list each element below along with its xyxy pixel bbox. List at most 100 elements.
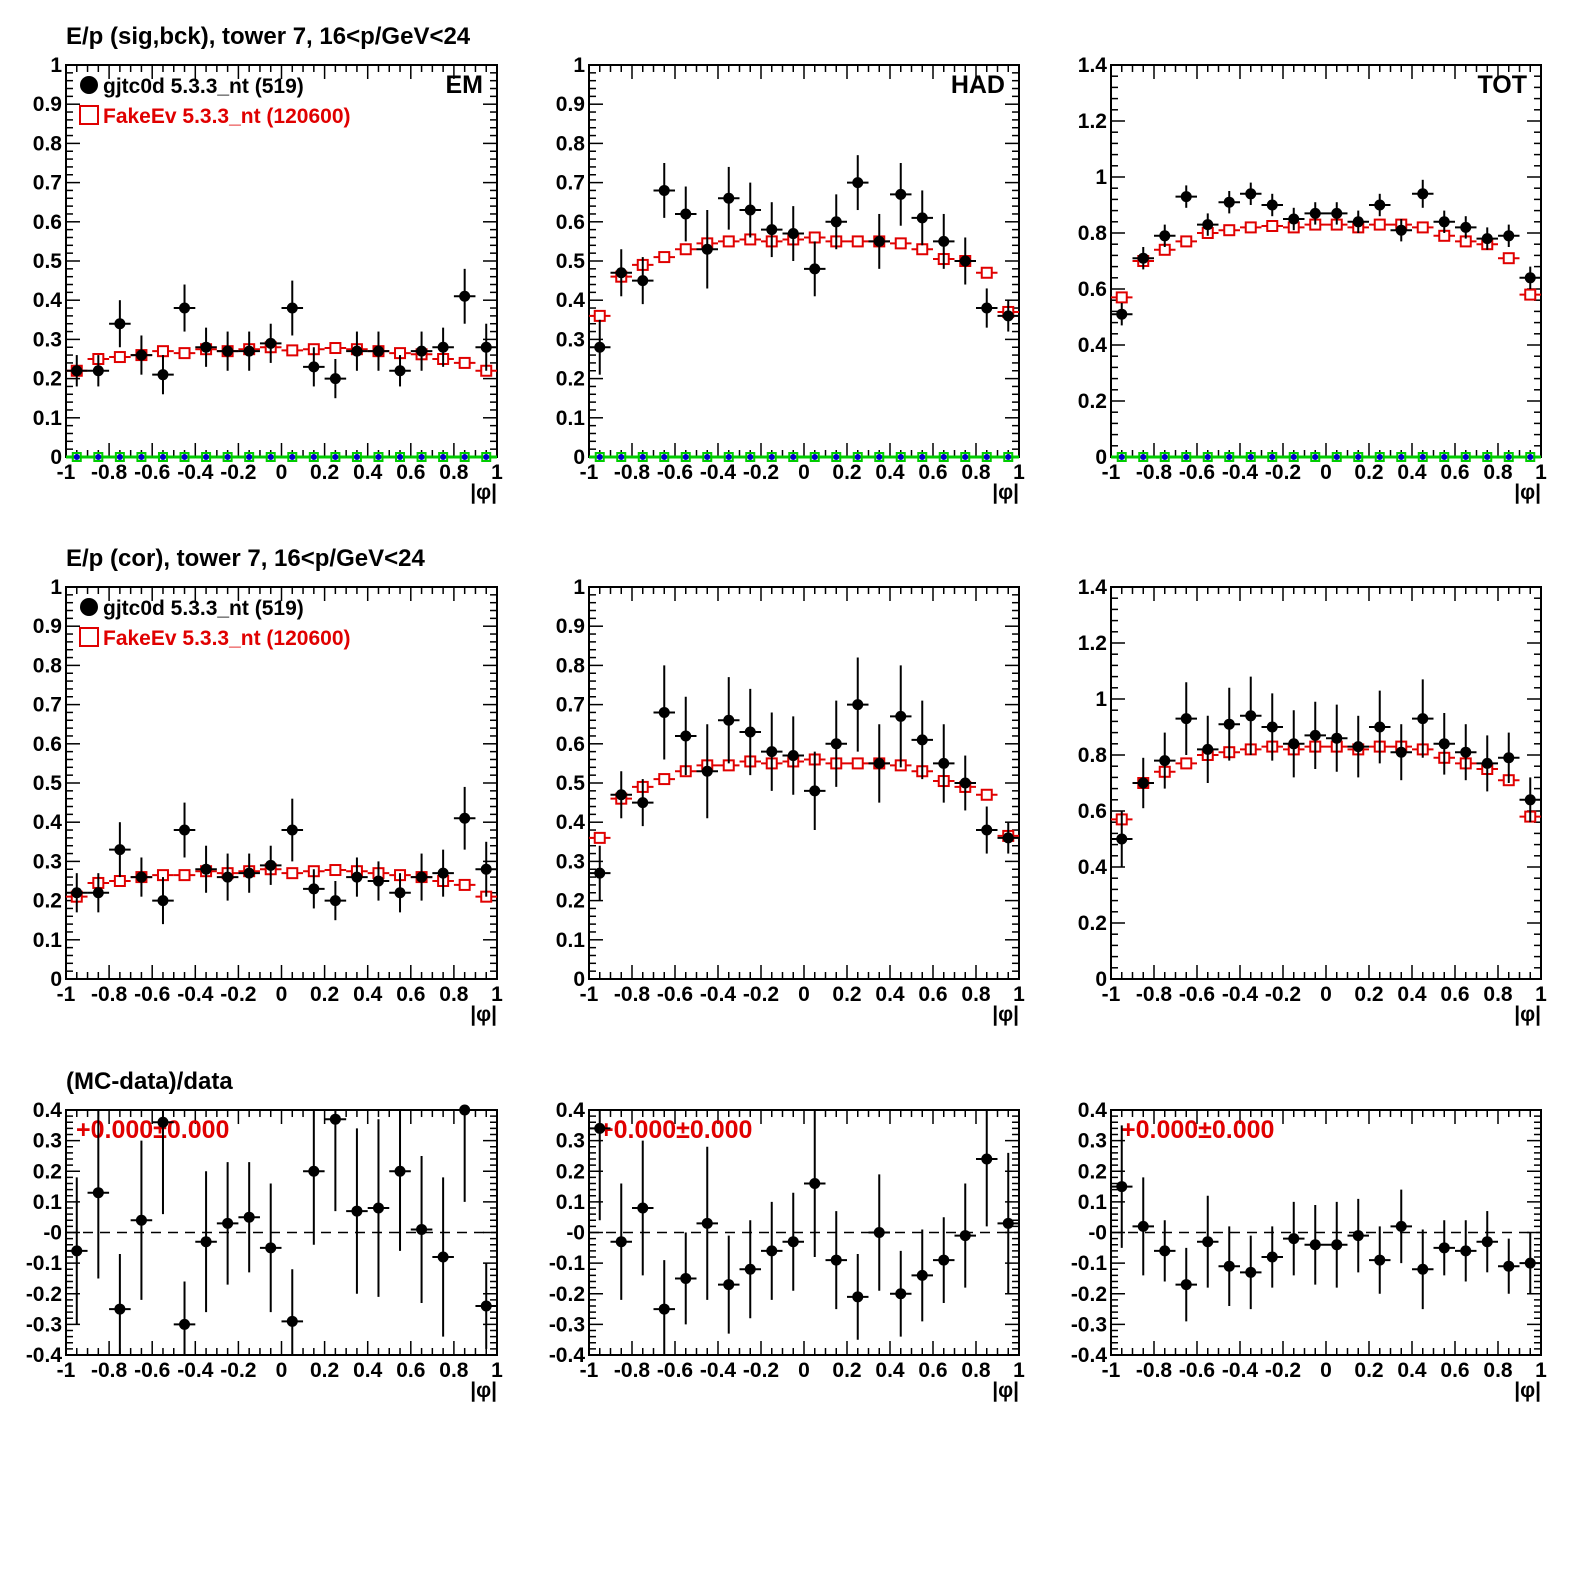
background-point [246,454,253,460]
data-point [852,699,864,711]
y-tick-label: -0.3 [26,1313,62,1336]
y-tick-label: 0.9 [556,93,585,116]
y-tick-label: 0.4 [1078,334,1108,357]
mc-point [1223,224,1236,237]
y-tick-label: 1.2 [1078,632,1107,655]
y-tick-label: -0.1 [549,1252,586,1275]
mc-point [658,773,671,786]
x-tick-label: -0.8 [1136,461,1173,484]
data-point [1374,199,1386,211]
data-point [1137,1220,1149,1232]
y-tick-label: 0.5 [556,250,586,273]
background-mark [1396,452,1407,462]
x-tick-label: 0 [276,1359,288,1382]
data-point [1116,308,1128,320]
data-point [243,345,255,357]
data-point [200,863,212,875]
y-tick-label: 1 [573,576,585,599]
data-point [830,738,842,750]
background-mark [1003,452,1014,462]
background-mark [981,452,992,462]
data-point [809,785,821,797]
background-point [1183,454,1190,460]
x-tick-label: 0.6 [918,1359,947,1382]
data-point [916,212,928,224]
background-point [116,454,123,460]
background-point [1441,454,1448,460]
data-point [787,228,799,240]
y-tick-label: 0.2 [1078,390,1107,413]
data-point [329,1113,341,1125]
data-point [637,275,649,287]
data-point [157,895,169,907]
x-tick-label: 0.2 [310,1359,339,1382]
y-tick-label: -0 [1088,1222,1107,1245]
data-point [830,216,842,228]
x-tick-label: -0.6 [134,461,170,484]
y-tick-label: 0.4 [1078,1099,1108,1122]
y-tick-label: 0 [1095,446,1107,469]
background-mark [616,452,627,462]
data-point [787,750,799,762]
data-point [1395,746,1407,758]
background-mark [1202,452,1213,462]
y-tick-label: 1.4 [1078,54,1108,77]
background-mark [330,452,341,462]
x-tick-label: -1 [580,1359,599,1382]
y-tick-label: 0.4 [33,811,63,834]
background-point [1462,454,1469,460]
data-point [981,824,993,836]
background-mark [1116,452,1127,462]
mc-point [156,345,169,358]
y-tick-label: 0.3 [33,1130,62,1153]
background-point [1290,454,1297,460]
y-tick-label: -0.2 [1071,1283,1107,1306]
x-tick-label: 1 [1013,461,1025,484]
plot-frame [1110,64,1542,458]
background-mark [1374,452,1385,462]
background-mark [659,452,670,462]
y-tick-label: -0.1 [1071,1252,1108,1275]
data-point [480,1300,492,1312]
plot-frame [1110,586,1542,980]
background-point [704,454,711,460]
data-point [1331,1239,1343,1251]
x-tick-label: 0 [276,983,288,1006]
mc-point [916,243,929,256]
data-point [437,1251,449,1263]
data-point [1395,1220,1407,1232]
background-mark [874,452,885,462]
data-point [480,863,492,875]
y-tick-label: 0.6 [33,211,62,234]
mc-point [113,351,126,364]
data-point [179,302,191,314]
corner-label: HAD [951,71,1005,99]
mc-point [458,356,471,369]
data-point [916,734,928,746]
x-tick-label: -0.4 [177,983,214,1006]
data-point [1180,191,1192,203]
y-tick-label: 0.6 [1078,800,1107,823]
data-point [286,824,298,836]
data-point [1460,221,1472,233]
x-tick-label: 0.6 [918,461,947,484]
y-tick-label: 0.2 [33,368,62,391]
data-point [1288,1233,1300,1245]
y-tick-label: 0.8 [1078,222,1108,245]
x-tick-label: -1 [580,983,599,1006]
data-point [744,1263,756,1275]
background-point [203,454,210,460]
data-point [286,302,298,314]
x-tick-label: -0.6 [134,1359,170,1382]
x-tick-label: -1 [1102,461,1121,484]
y-tick-label: 0.5 [33,250,63,273]
data-point [416,871,428,883]
y-tick-label: -0.3 [549,1313,585,1336]
x-tick-label: -0.2 [1265,461,1301,484]
data-point [981,302,993,314]
background-point [1247,454,1254,460]
mc-point [286,867,299,880]
mc-point [1244,221,1257,234]
background-point [1527,454,1534,460]
data-point [938,235,950,247]
